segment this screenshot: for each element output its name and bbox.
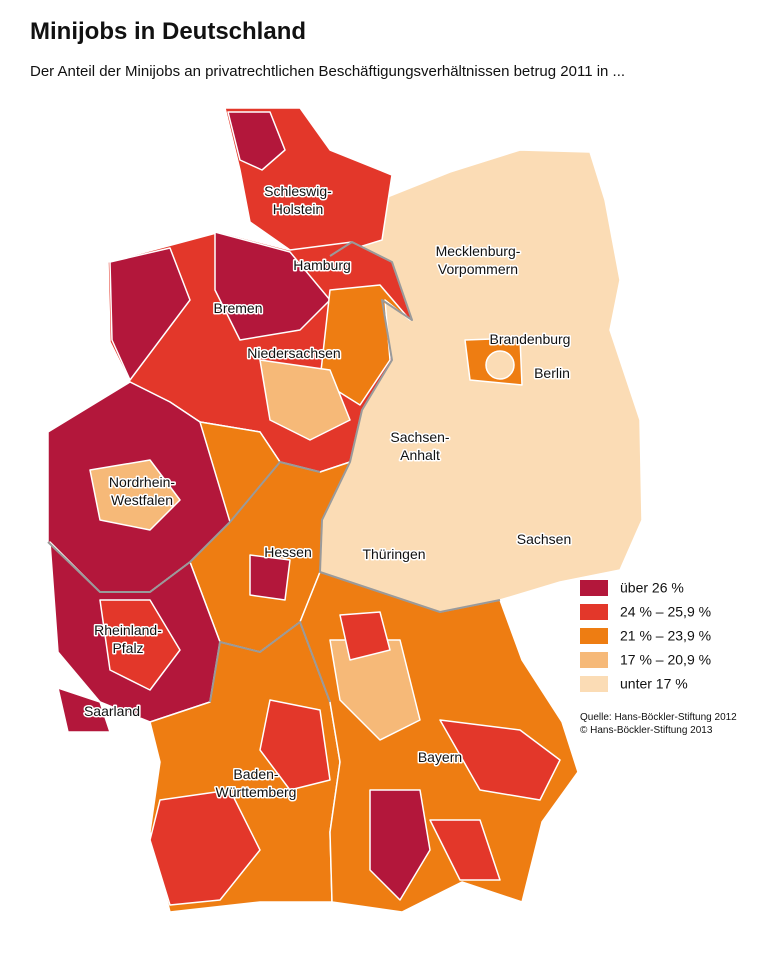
berlin-region (485, 350, 515, 380)
map-region (339, 611, 391, 661)
state-label: Brandenburg (490, 331, 571, 347)
state-label: Berlin (534, 365, 570, 381)
state-label: Mecklenburg- (436, 243, 521, 259)
map-region (259, 699, 331, 791)
map-region (439, 719, 561, 801)
legend-swatch (580, 580, 608, 596)
state-label: Westfalen (111, 492, 173, 508)
state-label: Vorpommern (438, 261, 518, 277)
state-label: Sachsen- (390, 429, 449, 445)
legend-swatch (580, 676, 608, 692)
state-label: Rheinland- (94, 622, 162, 638)
map-region (249, 554, 291, 601)
state-label: Holstein (273, 201, 324, 217)
state-label: Thüringen (362, 546, 425, 562)
subtitle: Der Anteil der Minijobs an privatrechtli… (30, 63, 626, 80)
map-region (149, 789, 261, 906)
state-label: Bremen (213, 300, 262, 316)
state-label: Sachsen (517, 531, 571, 547)
map-region (57, 687, 111, 733)
source-note: © Hans-Böckler-Stiftung 2013 (580, 725, 713, 736)
map-region (109, 247, 191, 381)
legend-label: 17 % – 20,9 % (620, 652, 711, 668)
legend-label: über 26 % (620, 580, 684, 596)
state-border (319, 241, 501, 613)
legend-label: 24 % – 25,9 % (620, 604, 711, 620)
state-label: Hessen (264, 544, 311, 560)
state-label: Saarland (84, 703, 140, 719)
source-note: Quelle: Hans-Böckler-Stiftung 2012 (580, 712, 737, 723)
map-region (429, 819, 501, 881)
state-label: Niedersachsen (247, 345, 340, 361)
state-label: Baden- (233, 766, 278, 782)
map-region (369, 789, 431, 901)
map-region (99, 599, 181, 691)
state-label: Anhalt (400, 447, 440, 463)
state-border (209, 621, 331, 703)
state-border (47, 461, 321, 593)
map-region (329, 639, 421, 741)
legend-label: 21 % – 23,9 % (620, 628, 711, 644)
legend-swatch (580, 628, 608, 644)
map-region (227, 111, 286, 171)
state-label: Bayern (418, 749, 462, 765)
legend-swatch (580, 604, 608, 620)
title: Minijobs in Deutschland (30, 18, 307, 45)
state-label: Nordrhein- (109, 474, 175, 490)
legend-label: unter 17 % (620, 676, 688, 692)
state-label: Pfalz (112, 640, 143, 656)
legend-swatch (580, 652, 608, 668)
state-label: Württemberg (216, 784, 297, 800)
map-region (89, 459, 181, 531)
map-region (214, 231, 331, 341)
state-label: Hamburg (293, 257, 351, 273)
state-label: Schleswig- (264, 183, 332, 199)
map-region (259, 359, 351, 441)
